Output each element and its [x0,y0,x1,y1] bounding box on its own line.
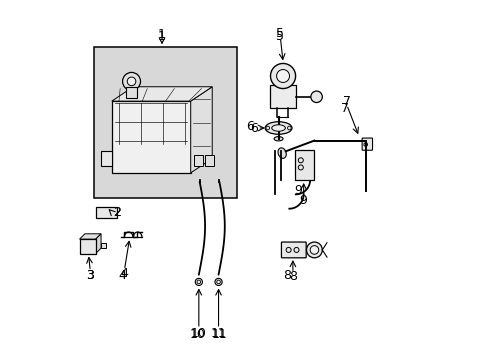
Bar [101,243,106,248]
Text: 3: 3 [86,269,94,282]
Bar [269,85,296,108]
Circle shape [195,278,202,285]
Text: 4: 4 [119,269,126,282]
Circle shape [122,72,140,90]
Text: 5: 5 [276,27,284,40]
Circle shape [215,278,222,285]
Bar [194,155,203,166]
Text: 8: 8 [288,270,296,283]
Bar [112,101,190,173]
Text: 11: 11 [210,327,226,340]
Text: 5: 5 [276,30,284,43]
Text: 2: 2 [113,207,121,220]
Bar [204,155,214,166]
Ellipse shape [264,122,291,134]
Ellipse shape [274,136,283,141]
Circle shape [216,280,220,284]
Circle shape [309,246,318,254]
Text: 3: 3 [86,269,94,282]
Text: 10: 10 [190,327,206,340]
Circle shape [276,69,289,82]
Text: 1: 1 [158,30,165,43]
Polygon shape [190,87,212,173]
Text: 1: 1 [158,28,165,41]
Bar [126,87,137,98]
Text: 6: 6 [250,122,258,135]
Bar [96,207,117,218]
Polygon shape [96,234,101,253]
Bar [80,239,96,253]
Bar [101,151,112,166]
Text: 4: 4 [120,267,128,280]
Text: 6: 6 [245,120,253,133]
Text: 2: 2 [113,206,121,219]
Text: 8: 8 [283,269,291,282]
Bar [94,47,237,198]
Circle shape [310,91,322,103]
Text: 7: 7 [342,95,350,108]
Text: 11: 11 [211,328,227,341]
FancyBboxPatch shape [362,138,372,150]
Circle shape [270,63,295,89]
Text: 10: 10 [189,328,205,341]
Polygon shape [112,87,212,101]
Polygon shape [80,234,101,239]
Text: 7: 7 [340,102,348,115]
Circle shape [127,77,136,86]
Bar [294,149,314,180]
Text: 9: 9 [294,184,302,197]
Circle shape [306,242,322,258]
FancyBboxPatch shape [281,242,305,258]
Text: 9: 9 [299,194,307,207]
Ellipse shape [278,148,285,158]
Ellipse shape [271,125,285,131]
Circle shape [197,280,200,284]
